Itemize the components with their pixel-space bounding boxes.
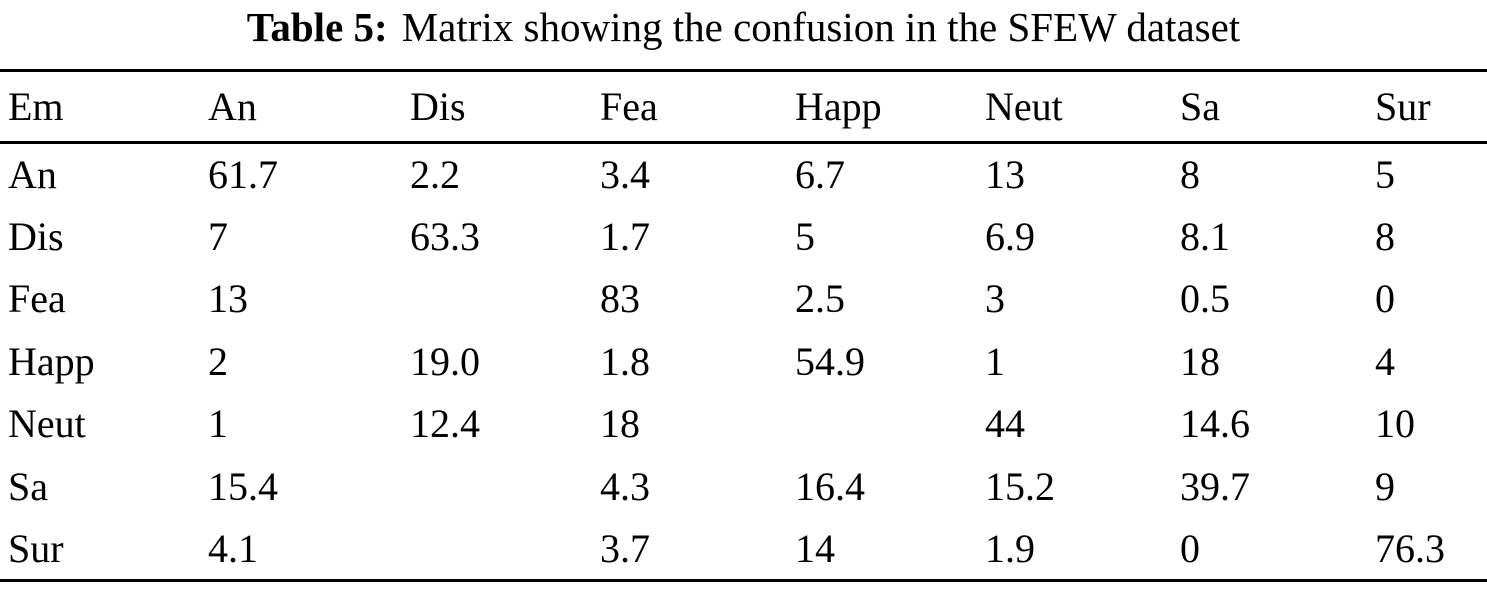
cell: 18 — [600, 401, 640, 447]
column-header-sa: Sa — [1172, 70, 1367, 144]
cell: 1.8 — [600, 338, 650, 384]
cell — [402, 268, 592, 331]
cell — [402, 518, 592, 581]
cell: 18 — [1180, 338, 1220, 384]
cell: 8.1 — [1180, 213, 1230, 259]
cell: 13 — [985, 152, 1025, 197]
row-label: An — [8, 152, 57, 197]
header-row: Em An Dis Fea Happ Neut Sa Sur — [0, 70, 1487, 144]
confusion-matrix-table: Em An Dis Fea Happ Neut Sa Sur An 61.7 2… — [0, 69, 1487, 582]
cell: 15.4 — [208, 463, 278, 509]
table-row-sa: Sa 15.4 4.3 16.4 15.2 39.7 9 — [0, 455, 1487, 518]
cell: 14.6 — [1180, 401, 1250, 447]
cell: 1.7 — [600, 213, 650, 259]
table-row-happ: Happ 2 19.0 1.8 54.9 1 18 4 — [0, 330, 1487, 393]
cell: 4.1 — [208, 525, 258, 571]
cell: 63.3 — [410, 213, 480, 259]
column-header-em: Em — [0, 70, 200, 144]
cell: 12.4 — [410, 401, 480, 447]
cell: 6.7 — [795, 152, 845, 197]
row-label: Dis — [8, 213, 64, 259]
cell: 15.2 — [985, 463, 1055, 509]
table-row-dis: Dis 7 63.3 1.7 5 6.9 8.1 8 — [0, 205, 1487, 268]
row-label: Neut — [8, 401, 86, 447]
cell: 61.7 — [208, 152, 278, 197]
cell: 8 — [1375, 213, 1395, 259]
column-header-dis: Dis — [402, 70, 592, 144]
column-header-an: An — [200, 70, 402, 144]
cell: 7 — [208, 213, 228, 259]
cell: 19.0 — [410, 338, 480, 384]
table-caption-number: Table 5: — [246, 4, 388, 50]
table-row-neut: Neut 1 12.4 18 44 14.6 10 — [0, 393, 1487, 456]
cell: 10 — [1375, 401, 1415, 447]
cell: 16.4 — [795, 463, 865, 509]
cell: 1.9 — [985, 525, 1035, 571]
table-row-sur: Sur 4.1 3.7 14 1.9 0 76.3 — [0, 518, 1487, 581]
cell: 4.3 — [600, 463, 650, 509]
cell — [402, 455, 592, 518]
cell: 13 — [208, 276, 248, 322]
cell: 2 — [208, 338, 228, 384]
cell: 4 — [1375, 338, 1395, 384]
cell: 54.9 — [795, 338, 865, 384]
cell — [787, 393, 977, 456]
cell: 76.3 — [1375, 525, 1445, 571]
cell: 14 — [795, 525, 835, 571]
cell: 3 — [985, 276, 1005, 322]
row-label: Sur — [8, 525, 64, 571]
column-header-fea: Fea — [592, 70, 787, 144]
cell: 6.9 — [985, 213, 1035, 259]
cell: 3.4 — [600, 152, 650, 197]
cell: 1 — [208, 401, 228, 447]
column-header-neut: Neut — [977, 70, 1172, 144]
row-label: Sa — [8, 463, 48, 509]
column-header-happ: Happ — [787, 70, 977, 144]
row-label: Fea — [8, 276, 66, 322]
cell: 1 — [985, 338, 1005, 384]
cell: 44 — [985, 401, 1025, 447]
cell: 9 — [1375, 463, 1395, 509]
cell: 8 — [1180, 152, 1200, 197]
cell: 83 — [600, 276, 640, 322]
cell: 3.7 — [600, 525, 650, 571]
table-caption: Table 5: Matrix showing the confusion in … — [0, 0, 1487, 54]
cell: 5 — [795, 213, 815, 259]
column-header-sur: Sur — [1367, 70, 1487, 144]
cell: 5 — [1375, 152, 1395, 197]
table-row-fea: Fea 13 83 2.5 3 0.5 0 — [0, 268, 1487, 331]
cell: 2.2 — [410, 152, 460, 197]
cell: 39.7 — [1180, 463, 1250, 509]
cell: 0 — [1375, 276, 1395, 322]
table-row-an: An 61.7 2.2 3.4 6.7 13 8 5 — [0, 143, 1487, 206]
row-label: Happ — [8, 338, 95, 384]
cell: 2.5 — [795, 276, 845, 322]
table-caption-text: Matrix showing the confusion in the SFEW… — [401, 4, 1241, 50]
cell: 0.5 — [1180, 276, 1230, 322]
cell: 0 — [1180, 525, 1200, 571]
